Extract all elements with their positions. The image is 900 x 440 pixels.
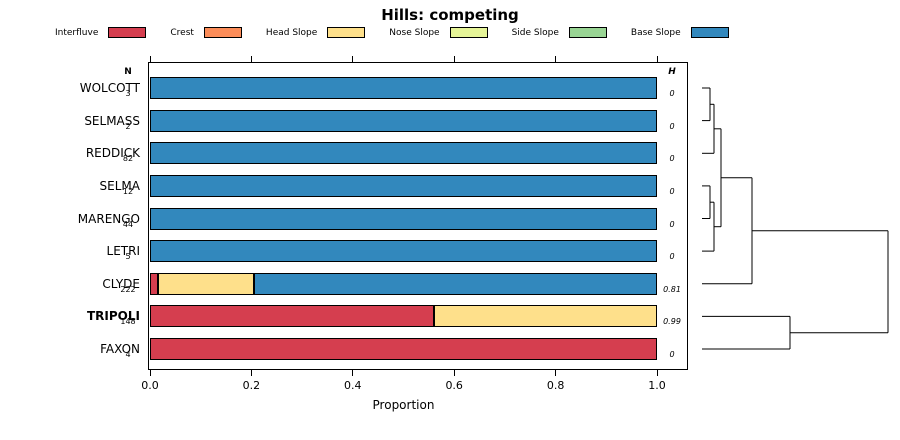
h-value: 0 xyxy=(669,186,675,196)
legend-swatch-side-slope xyxy=(568,27,607,38)
n-count: 2 xyxy=(125,121,131,131)
x-tick-top xyxy=(453,56,455,62)
n-count: 5 xyxy=(125,252,131,262)
bar-segment-interfluve xyxy=(150,305,434,328)
y-axis-label: CLYDE xyxy=(102,276,140,291)
plot-area xyxy=(148,62,688,370)
legend-label-side-slope: Side Slope xyxy=(511,27,559,38)
legend-label-crest: Crest xyxy=(170,27,194,38)
bar-segment-head-slope xyxy=(433,305,657,328)
n-count: 3 xyxy=(125,89,131,98)
y-axis-label: MARENGO xyxy=(77,211,140,226)
h-value: 0 xyxy=(669,219,675,229)
h-value: 0 xyxy=(669,89,675,98)
x-tick-label: 0.0 xyxy=(141,379,159,392)
bar-segment-base-slope xyxy=(150,240,657,263)
n-count: 82 xyxy=(122,154,134,164)
y-axis-label: REDDICK xyxy=(85,146,140,161)
h-value: 0 xyxy=(669,252,675,262)
bar-segment-interfluve xyxy=(150,338,657,360)
legend-label-base-slope: Base Slope xyxy=(630,27,681,38)
h-value: 0 xyxy=(669,154,675,164)
x-tick-top xyxy=(149,56,151,62)
x-tick-bottom xyxy=(453,370,455,376)
x-tick-bottom xyxy=(656,370,658,376)
legend-swatch-nose-slope xyxy=(449,27,488,38)
n-count: 4 xyxy=(125,350,131,359)
bar-segment-base-slope xyxy=(150,109,657,132)
n-count: 44 xyxy=(122,219,134,229)
x-tick-top xyxy=(555,56,557,62)
chart-title: Hills: competing xyxy=(381,6,519,24)
x-tick-bottom xyxy=(149,370,151,376)
bar-segment-base-slope xyxy=(150,207,657,230)
legend-label-head-slope: Head Slope xyxy=(265,27,318,38)
legend-swatch-interfluve xyxy=(108,27,147,38)
x-tick-top xyxy=(656,56,658,62)
x-tick-label: 1.0 xyxy=(648,379,666,392)
y-axis-label: WOLCOTT xyxy=(79,81,140,95)
legend: Interfluve Crest Head Slope Nose Slope Side … xyxy=(55,27,753,38)
x-tick-top xyxy=(250,56,252,62)
y-axis-label: SELMASS xyxy=(84,113,140,128)
legend-swatch-head-slope xyxy=(327,27,366,38)
bar-segment-base-slope xyxy=(253,272,657,295)
x-tick-bottom xyxy=(555,370,557,376)
x-tick-bottom xyxy=(352,370,354,376)
x-axis-title: Proportion xyxy=(372,398,435,412)
n-count: 12 xyxy=(122,186,134,196)
n-count: 222 xyxy=(120,284,136,294)
legend-swatch-base-slope xyxy=(690,27,729,38)
x-tick-label: 0.2 xyxy=(242,379,261,392)
y-axis-label: SELMA xyxy=(99,178,140,193)
h-value: 0 xyxy=(669,350,675,359)
bar-segment-base-slope xyxy=(150,174,657,197)
legend-label-nose-slope: Nose Slope xyxy=(389,27,440,38)
n-column-header: N xyxy=(124,67,132,77)
legend-swatch-crest xyxy=(203,27,242,38)
y-axis-label: LETRI xyxy=(106,244,140,259)
x-tick-label: 0.8 xyxy=(546,379,565,392)
bar-segment-interfluve xyxy=(150,272,158,295)
bar-segment-base-slope xyxy=(150,77,657,99)
bar-segment-base-slope xyxy=(150,142,657,165)
x-tick-top xyxy=(352,56,354,62)
x-tick-bottom xyxy=(250,370,252,376)
x-tick-label: 0.4 xyxy=(344,379,362,392)
x-tick-label: 0.6 xyxy=(445,379,463,392)
h-value: 0.99 xyxy=(663,317,681,327)
h-column-header: H xyxy=(668,67,676,77)
h-value: 0 xyxy=(669,121,675,131)
h-value: 0.81 xyxy=(663,284,681,294)
n-count: 148 xyxy=(120,317,136,327)
bar-segment-head-slope xyxy=(157,272,254,295)
y-axis-label: TRIPOLI xyxy=(87,309,140,324)
legend-label-interfluve: Interfluve xyxy=(55,27,99,38)
y-axis-label: FAXON xyxy=(100,342,140,356)
